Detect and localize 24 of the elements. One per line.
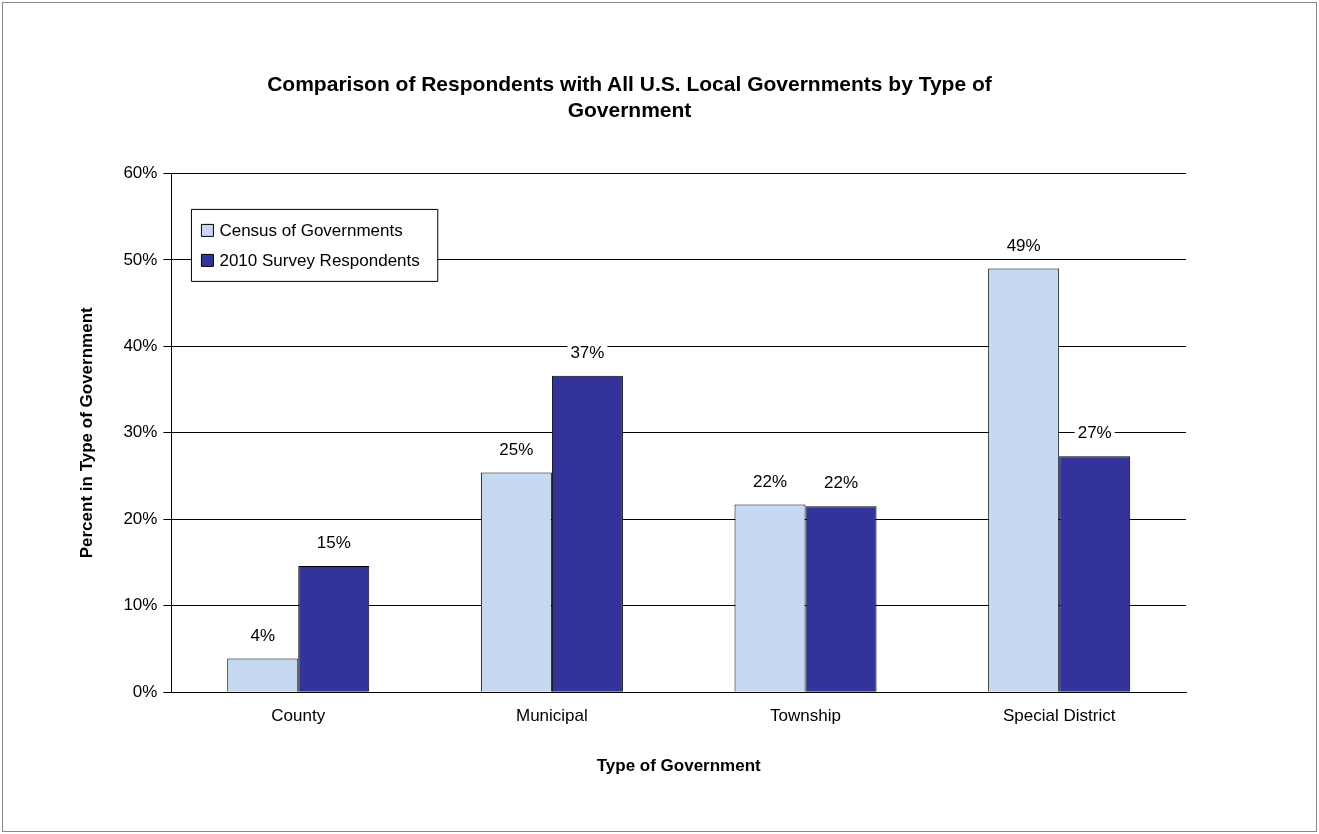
data-label: 22%	[753, 471, 788, 491]
y-tick-label: 60%	[123, 163, 158, 183]
x-tick-label: County	[271, 706, 326, 726]
data-label: 37%	[570, 342, 605, 362]
data-label: 4%	[250, 625, 276, 645]
y-tick-label: 40%	[123, 336, 158, 356]
x-tick-label: Township	[770, 706, 841, 726]
data-label: 25%	[499, 439, 534, 459]
data-label: 15%	[316, 533, 351, 553]
x-axis-title: Type of Government	[596, 756, 762, 776]
x-tick-label: Special District	[1002, 706, 1116, 726]
y-tick-label: 10%	[123, 595, 158, 615]
data-label: 49%	[1006, 235, 1041, 255]
y-tick-label: 0%	[132, 681, 158, 701]
legend-label: 2010 Survey Respondents	[219, 251, 420, 271]
legend-label: Census of Governments	[219, 221, 403, 241]
data-label: 27%	[1077, 423, 1112, 443]
chart-title: Comparison of Respondents with All U.S. Local Governments by Type of Government	[267, 72, 993, 121]
y-tick-label: 50%	[123, 249, 158, 269]
y-axis-title: Percent in Type of Government	[76, 306, 96, 559]
y-tick-label: 30%	[123, 422, 158, 442]
x-tick-label: Municipal	[515, 706, 588, 726]
data-label: 22%	[824, 473, 859, 493]
y-tick-label: 20%	[123, 508, 158, 528]
